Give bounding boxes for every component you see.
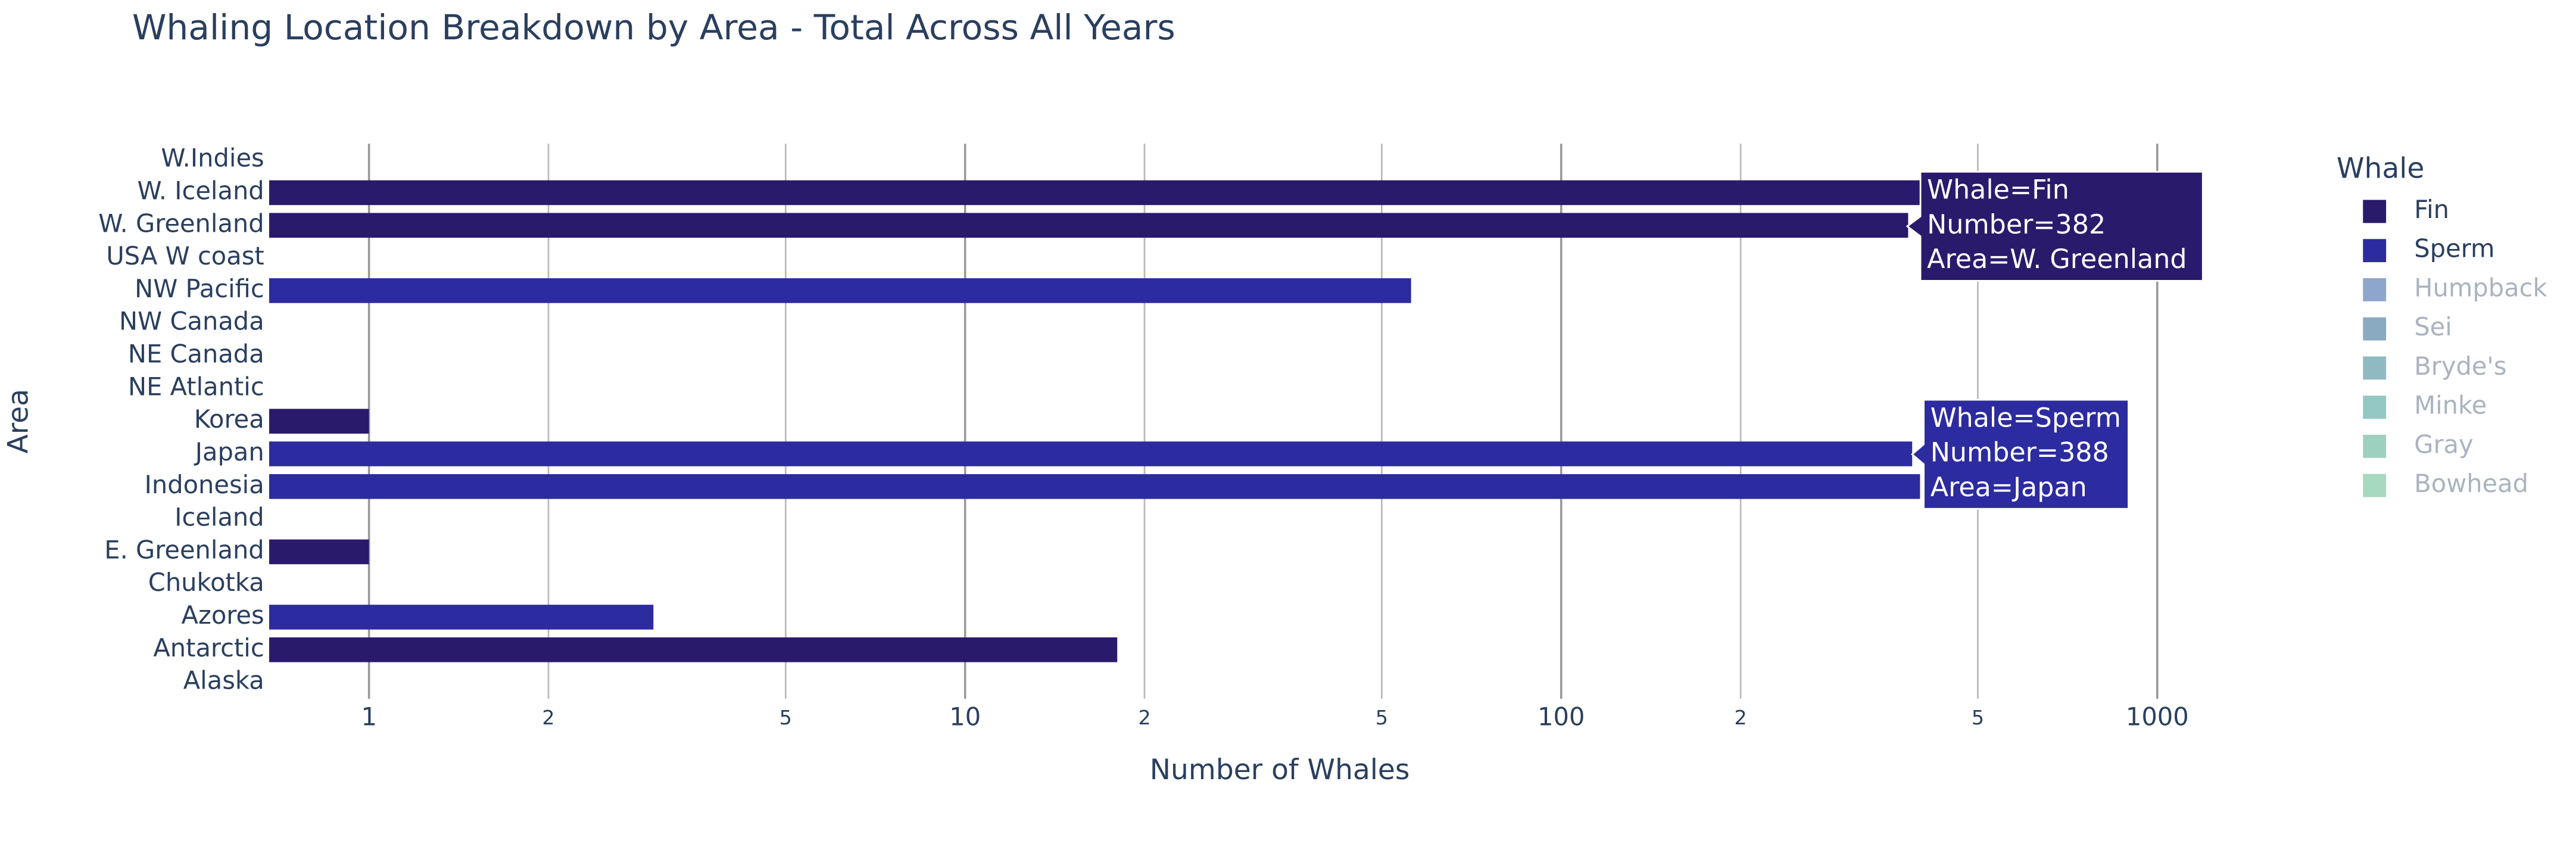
hover-text: Whale=Fin <box>1927 175 2069 206</box>
legend-swatch <box>2363 200 2387 223</box>
legend-swatch <box>2363 396 2387 419</box>
x-tick-label: 2 <box>1735 706 1747 729</box>
legend-swatch <box>2363 317 2387 341</box>
y-tick-label: NW Pacific <box>135 274 264 303</box>
hover-text: Area=Japan <box>1931 472 2087 503</box>
x-tick-label: 1 <box>361 702 376 731</box>
legend-label: Sei <box>2414 312 2452 341</box>
y-tick-label: E. Greenland <box>104 535 264 564</box>
x-tick-label: 5 <box>779 706 792 729</box>
bar <box>269 278 1411 303</box>
x-tick-label: 10 <box>949 702 981 731</box>
bar <box>269 539 369 565</box>
y-tick-label: NE Canada <box>128 340 264 369</box>
legend-label: Gray <box>2414 429 2473 459</box>
hover-box <box>1906 171 2204 282</box>
x-tick-label: 100 <box>1538 702 1585 731</box>
y-tick-label: Antarctic <box>153 633 264 662</box>
legend-label: Minke <box>2414 391 2487 420</box>
legend-swatch <box>2363 474 2387 497</box>
y-tick-label: NE Atlantic <box>128 372 264 401</box>
legend-label: Humpback <box>2414 273 2547 302</box>
legend-title: Whale <box>2337 152 2424 185</box>
hover-box <box>1911 399 2129 510</box>
y-tick-label: W. Greenland <box>98 208 264 238</box>
bar <box>269 409 369 434</box>
legend-label: Bryde's <box>2414 351 2506 381</box>
legend-swatch <box>2363 278 2387 301</box>
y-tick-label: Indonesia <box>145 470 264 499</box>
legend-swatch <box>2363 356 2387 380</box>
x-axis-title: Number of Whales <box>1150 754 1410 786</box>
bar <box>269 637 1118 662</box>
legend-swatch <box>2363 239 2387 263</box>
bar <box>269 605 654 630</box>
x-tick-label: 2 <box>1138 706 1150 729</box>
legend-label: Sperm <box>2414 234 2494 263</box>
bar <box>269 441 1913 466</box>
y-tick-label: W. Iceland <box>137 176 264 205</box>
y-tick-label: Alaska <box>183 666 264 695</box>
x-tick-label: 5 <box>1376 706 1388 729</box>
chart-title: Whaling Location Breakdown by Area - Tot… <box>132 7 1175 48</box>
legend-label: Bowhead <box>2414 469 2528 498</box>
hover-label: Whale=Fin Number=382 Area=W. Greenland <box>1906 171 2204 282</box>
legend-swatch <box>2363 434 2387 458</box>
hover-text: Whale=Sperm <box>1931 403 2121 433</box>
y-tick-label: USA W coast <box>106 241 264 270</box>
x-tick-label: 2 <box>542 706 554 729</box>
hover-text: Number=388 <box>1931 438 2109 468</box>
x-tick-label: 1000 <box>2126 702 2189 731</box>
hover-label: Whale=Sperm Number=388 Area=Japan <box>1911 399 2129 510</box>
bar <box>269 180 1920 206</box>
y-tick-label: Azores <box>182 600 264 630</box>
x-tick-label: 5 <box>1972 706 1984 729</box>
bar <box>269 213 1908 238</box>
y-tick-label: Korea <box>194 404 264 434</box>
y-axis-title: Area <box>2 389 35 453</box>
y-tick-label: NW Canada <box>119 307 264 336</box>
hover-text: Number=382 <box>1927 210 2106 240</box>
y-tick-label: W.Indies <box>161 144 264 173</box>
y-tick-label: Japan <box>194 437 264 466</box>
bar <box>269 474 1920 499</box>
y-tick-label: Iceland <box>174 503 264 532</box>
y-tick-label: Chukotka <box>148 568 264 597</box>
hover-text: Area=W. Greenland <box>1927 244 2187 275</box>
legend-label: Fin <box>2414 195 2449 224</box>
